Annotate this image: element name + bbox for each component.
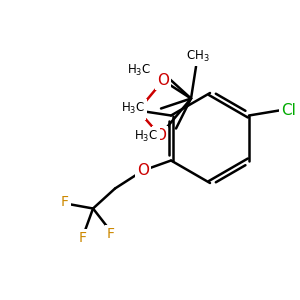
- Text: H$_3$C: H$_3$C: [134, 129, 158, 144]
- Text: F: F: [79, 232, 87, 245]
- Text: CH$_3$: CH$_3$: [186, 49, 210, 64]
- Text: B: B: [133, 103, 143, 118]
- Text: H$_3$C: H$_3$C: [121, 101, 145, 116]
- Text: F: F: [107, 227, 115, 242]
- Text: O: O: [137, 163, 149, 178]
- Text: Cl: Cl: [281, 103, 296, 118]
- Text: F: F: [61, 196, 69, 209]
- Text: O: O: [157, 73, 169, 88]
- Text: H$_3$C: H$_3$C: [127, 63, 151, 78]
- Text: O: O: [154, 128, 166, 143]
